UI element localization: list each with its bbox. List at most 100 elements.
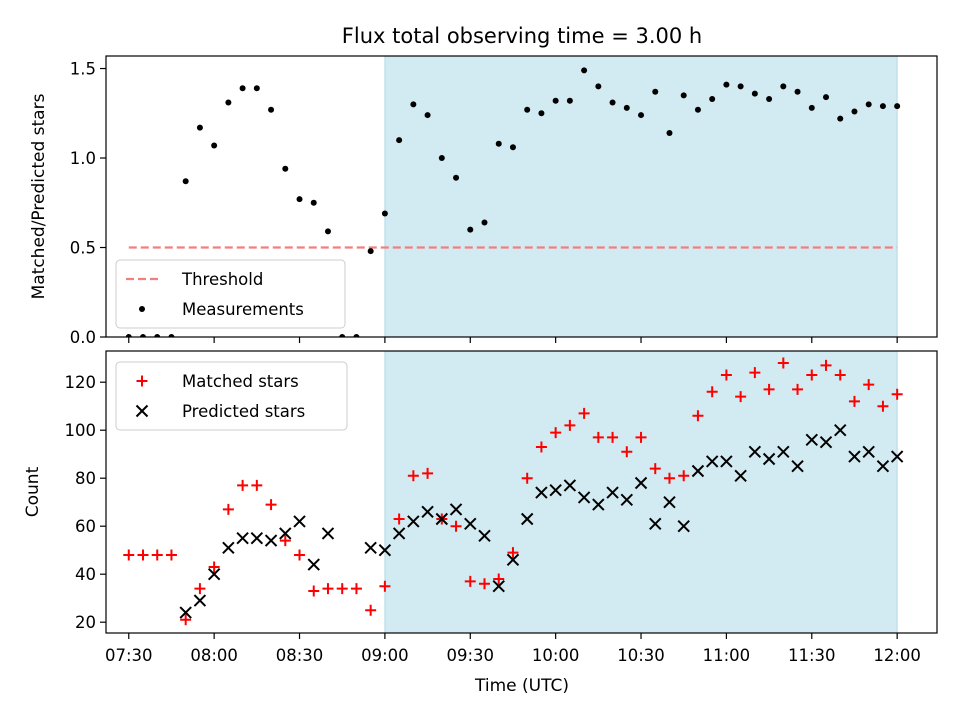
x-point-bottom-1-2	[207, 567, 221, 581]
x-point-bottom-1-45	[848, 450, 861, 463]
x-point-bottom-1-37	[734, 469, 747, 483]
x-point-bottom-1-21	[506, 553, 520, 567]
y-tick-label-bottom-4: 100	[65, 421, 97, 440]
y-tick-label-bottom-0: 20	[75, 613, 96, 632]
x-point-bottom-1-47	[876, 459, 890, 473]
dot-point-top-0-37	[652, 88, 659, 95]
dot-point-top-0-26	[495, 140, 502, 147]
y-axis-label-top: Matched/Predicted stars	[29, 93, 49, 299]
x-point-bottom-1-1	[193, 594, 207, 607]
dot-point-top-0-11	[282, 165, 289, 172]
plus-point-bottom-0-8	[237, 479, 249, 491]
plus-point-bottom-0-21	[422, 467, 434, 479]
dot-point-top-0-13	[310, 199, 317, 206]
dot-point-top-0-3	[168, 334, 175, 337]
plus-point-bottom-0-25	[479, 578, 491, 590]
dot-point-top-0-12	[296, 196, 303, 203]
x-tick-label-6: 10:30	[617, 646, 665, 665]
dot-point-top-0-30	[552, 97, 559, 104]
plus-point-bottom-0-50	[834, 369, 846, 381]
x-point-bottom-1-24	[549, 483, 562, 497]
x-axis-label: Time (UTC)	[474, 676, 569, 696]
dot-point-top-0-25	[481, 219, 488, 226]
x-tick-label-1: 08:00	[190, 646, 238, 665]
x-point-bottom-1-7	[279, 527, 292, 540]
plus-point-bottom-0-34	[607, 431, 619, 443]
legend-swatch-bottom-1	[135, 404, 149, 418]
dot-point-top-0-20	[410, 101, 417, 108]
x-point-bottom-1-12	[378, 543, 392, 557]
plus-point-bottom-0-42	[720, 369, 732, 381]
y-tick-label-top-3: 1.5	[70, 60, 96, 79]
legend-top: Threshold Measurements	[115, 259, 346, 329]
plus-point-bottom-0-12	[294, 549, 306, 561]
plus-point-bottom-0-37	[649, 463, 661, 475]
x-tick-label-7: 11:00	[703, 646, 751, 665]
plus-point-bottom-0-44	[749, 367, 761, 379]
plus-point-bottom-0-39	[678, 470, 690, 482]
plus-point-bottom-0-10	[265, 499, 277, 511]
dot-point-top-0-50	[837, 115, 844, 122]
dot-point-top-0-53	[879, 103, 886, 110]
dot-point-top-0-36	[638, 112, 645, 119]
plus-point-bottom-0-48	[806, 369, 818, 381]
plus-point-bottom-0-45	[763, 383, 775, 395]
x-point-bottom-1-3	[222, 541, 235, 555]
dot-point-top-0-51	[851, 108, 858, 115]
x-point-bottom-1-19	[478, 529, 491, 543]
x-point-bottom-1-36	[720, 455, 733, 468]
observing-window-top	[384, 55, 898, 338]
x-point-bottom-1-0	[179, 606, 192, 619]
plus-point-bottom-0-46	[777, 357, 789, 369]
plus-point-bottom-0-20	[407, 470, 419, 482]
plus-point-bottom-0-4	[180, 614, 192, 626]
dot-point-top-0-46	[780, 83, 787, 90]
x-tick-label-5: 10:00	[532, 646, 580, 665]
plus-point-bottom-0-1	[137, 549, 149, 561]
x-point-bottom-1-41	[791, 459, 804, 473]
axes-frame-bottom	[105, 350, 938, 634]
plus-point-bottom-0-54	[891, 388, 903, 400]
dot-point-top-0-32	[581, 67, 588, 74]
plus-point-bottom-0-17	[365, 604, 377, 616]
dot-point-top-0-10	[268, 106, 275, 113]
x-point-bottom-1-39	[762, 452, 776, 466]
dot-point-top-0-54	[894, 103, 901, 110]
x-point-bottom-1-16	[435, 512, 449, 526]
dot-point-top-0-39	[680, 92, 687, 99]
dot-point-top-0-1	[139, 334, 146, 337]
y-axis-label-bottom: Count	[23, 466, 43, 517]
y-tick-label-bottom-3: 80	[75, 469, 96, 488]
top-panel-ratio: 0.0 0.5 1.0 1.5 Matched/Predicted stars Thres…	[29, 55, 938, 347]
dot-point-top-0-15	[339, 334, 346, 337]
plus-point-bottom-0-18	[379, 580, 391, 592]
plus-point-bottom-0-35	[621, 446, 633, 458]
dot-point-top-0-14	[324, 228, 331, 235]
x-point-bottom-1-5	[250, 531, 264, 545]
dot-point-top-0-49	[823, 94, 830, 101]
x-point-bottom-1-18	[464, 517, 477, 531]
plus-point-bottom-0-40	[692, 410, 704, 422]
plus-point-bottom-0-30	[550, 427, 562, 439]
x-point-bottom-1-20	[492, 579, 505, 593]
x-point-bottom-1-30	[634, 476, 648, 490]
plus-point-bottom-0-3	[165, 549, 177, 561]
dot-point-top-0-7	[225, 99, 232, 106]
x-point-bottom-1-10	[321, 527, 335, 540]
plus-point-bottom-0-13	[308, 585, 320, 597]
y-tick-label-top-0: 0.0	[70, 328, 96, 347]
plus-point-bottom-0-24	[464, 575, 476, 587]
x-point-bottom-1-38	[748, 445, 762, 459]
plus-point-bottom-0-16	[350, 583, 362, 595]
plus-point-bottom-0-2	[151, 549, 163, 561]
plus-point-bottom-0-49	[820, 359, 832, 371]
legend-label-bottom-1: Predicted stars	[182, 402, 305, 421]
axes-frame-top	[105, 55, 938, 338]
plus-point-bottom-0-5	[194, 583, 206, 595]
dot-point-top-0-4	[182, 178, 189, 185]
dot-point-top-0-17	[367, 248, 374, 255]
x-point-bottom-1-14	[407, 515, 420, 528]
x-point-bottom-1-29	[620, 493, 634, 507]
dot-point-top-0-42	[723, 81, 730, 88]
x-point-bottom-1-31	[649, 517, 662, 531]
